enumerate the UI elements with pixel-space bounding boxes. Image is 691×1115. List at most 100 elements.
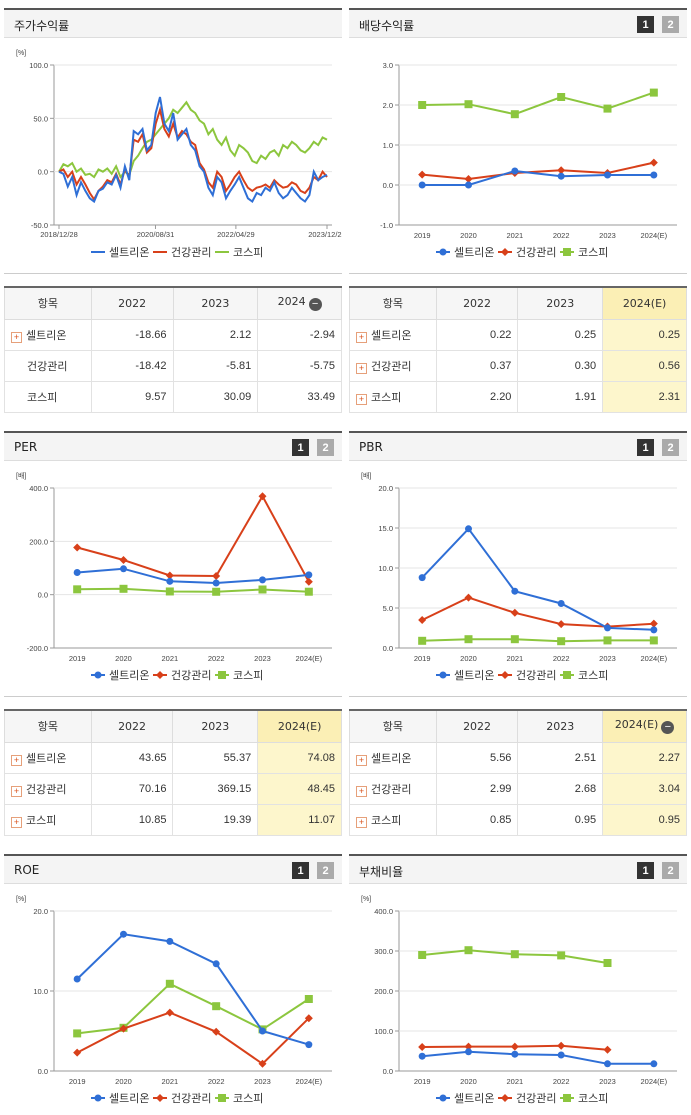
- x-tick-label: 2022: [208, 1077, 225, 1086]
- row-label: 코스피: [371, 390, 402, 404]
- page-button-2[interactable]: 2: [662, 862, 679, 879]
- data-point-health: [258, 492, 267, 501]
- data-point-health: [304, 1014, 313, 1023]
- legend-label: 건강관리: [171, 1092, 211, 1105]
- legend-label: 셀트리온: [109, 1092, 149, 1105]
- legend-label: 건강관리: [516, 1092, 556, 1105]
- x-tick-label: 2020: [115, 654, 132, 663]
- y-tick-label: 50.0: [33, 114, 48, 123]
- data-point-celltrion: [120, 930, 127, 938]
- data-point-celltrion: [73, 569, 81, 577]
- row-name: + 셀트리온: [349, 318, 437, 351]
- legend-label: 코스피: [578, 669, 608, 682]
- data-point-kospi: [464, 635, 473, 644]
- data-point-celltrion: [305, 571, 313, 579]
- legend-marker-health: [501, 1094, 509, 1102]
- data-point-health: [603, 1045, 612, 1054]
- x-tick-label: 2023: [599, 654, 616, 663]
- expand-icon[interactable]: +: [11, 754, 22, 766]
- table-row: 코스피 9.57 30.09 33.49: [4, 380, 342, 413]
- page-button-1[interactable]: 1: [637, 16, 654, 33]
- legend-marker-celltrion: [94, 671, 102, 679]
- chart-svg: [%]400.0 300.0 200.0 100.0 0.0 2019 2020 2021 20…: [361, 896, 677, 1105]
- table-cell: 30.09: [172, 380, 259, 413]
- page-button-2[interactable]: 2: [662, 16, 679, 33]
- legend-marker-celltrion: [439, 248, 447, 256]
- data-point-health: [649, 619, 658, 628]
- legend-label: 코스피: [233, 669, 263, 682]
- page-button-2[interactable]: 2: [662, 439, 679, 456]
- page-button-2[interactable]: 2: [317, 439, 334, 456]
- data-point-kospi: [418, 101, 427, 109]
- table-cell: -5.75: [257, 349, 342, 382]
- expand-icon[interactable]: +: [356, 785, 367, 797]
- series-line-health: [58, 105, 328, 202]
- series-line-health: [76, 1011, 310, 1066]
- page-button-2[interactable]: 2: [317, 862, 334, 879]
- table-row: + 셀트리온 -18.66 2.12 -2.94: [4, 318, 342, 351]
- x-tick-label: 2020/08/31: [137, 230, 175, 239]
- page-button-1[interactable]: 1: [637, 862, 654, 879]
- series-line-celltrion: [77, 567, 309, 585]
- data-point-health: [557, 1041, 566, 1050]
- chart-area: [배] 400.0 200.0 0.0 -200.0 2019 2020 2021 2022 20…: [4, 461, 342, 697]
- x-tick-label: 2020: [460, 1077, 477, 1086]
- expand-icon[interactable]: +: [11, 785, 22, 797]
- data-point-celltrion: [259, 1027, 266, 1035]
- column-header: 2022: [435, 286, 519, 320]
- collapse-icon[interactable]: −: [308, 298, 322, 312]
- table-cell: 0.30: [517, 349, 604, 382]
- y-tick-label: 10.0: [378, 564, 393, 573]
- expand-icon[interactable]: +: [356, 816, 367, 828]
- x-tick-label: 2022: [553, 654, 570, 663]
- legend-marker-kospi: [563, 671, 571, 679]
- expand-icon[interactable]: +: [11, 816, 22, 828]
- column-header: 2023: [517, 709, 604, 743]
- y-unit-label: [%]: [16, 50, 26, 57]
- data-point-health: [464, 1042, 473, 1051]
- table-header-row: 항목 2022 2023 2024(E) −: [349, 709, 687, 743]
- expand-icon[interactable]: +: [356, 754, 367, 766]
- table-header-row: 항목 2022 2023 2024−: [4, 286, 342, 320]
- data-point-celltrion: [650, 1060, 658, 1068]
- x-tick-label: 2022/04/29: [217, 230, 255, 239]
- expand-icon[interactable]: +: [11, 331, 22, 343]
- y-tick-label: -200.0: [27, 644, 48, 653]
- expand-icon[interactable]: +: [356, 362, 367, 374]
- page-button-1[interactable]: 1: [637, 439, 654, 456]
- x-tick-label: 2023: [254, 1077, 271, 1086]
- legend-label: 건강관리: [171, 669, 211, 682]
- series-line-kospi: [77, 587, 309, 593]
- legend-label: 코스피: [578, 246, 608, 259]
- column-header: 2022: [435, 709, 519, 743]
- panel-title: PER: [14, 440, 38, 454]
- table-cell: 2.20: [435, 380, 519, 413]
- series-line-kospi: [58, 100, 328, 179]
- table-row: + 건강관리 70.16 369.15 48.45: [4, 772, 342, 805]
- data-point-kospi: [603, 104, 612, 113]
- y-tick-label: -1.0: [380, 221, 393, 230]
- legend-marker-kospi: [563, 248, 571, 256]
- table-cell: 5.56: [435, 741, 519, 774]
- legend-marker-kospi: [218, 671, 226, 679]
- legend-label: 건강관리: [516, 669, 556, 682]
- table-cell: 33.49: [257, 380, 342, 413]
- legend-marker-celltrion: [439, 1094, 447, 1102]
- panel-stock: 주가수익률 [%] 100.0 50.0 0.0 -50.0 2018/12/28 2020/…: [4, 8, 342, 274]
- data-point-celltrion: [511, 167, 519, 175]
- column-header: 2023: [517, 286, 604, 320]
- panel-header: 부채비율 1 2: [349, 854, 687, 884]
- data-point-kospi: [73, 585, 82, 594]
- expand-icon[interactable]: +: [356, 331, 367, 343]
- data-point-kospi: [603, 636, 612, 645]
- data-point-celltrion: [465, 181, 472, 189]
- legend-label: 건강관리: [516, 246, 556, 259]
- legend-marker-health: [501, 671, 509, 679]
- collapse-icon[interactable]: −: [661, 721, 675, 735]
- page-button-1[interactable]: 1: [292, 862, 309, 879]
- data-point-celltrion: [465, 525, 472, 533]
- data-point-health: [510, 1042, 519, 1051]
- expand-icon[interactable]: +: [356, 393, 367, 405]
- page-button-1[interactable]: 1: [292, 439, 309, 456]
